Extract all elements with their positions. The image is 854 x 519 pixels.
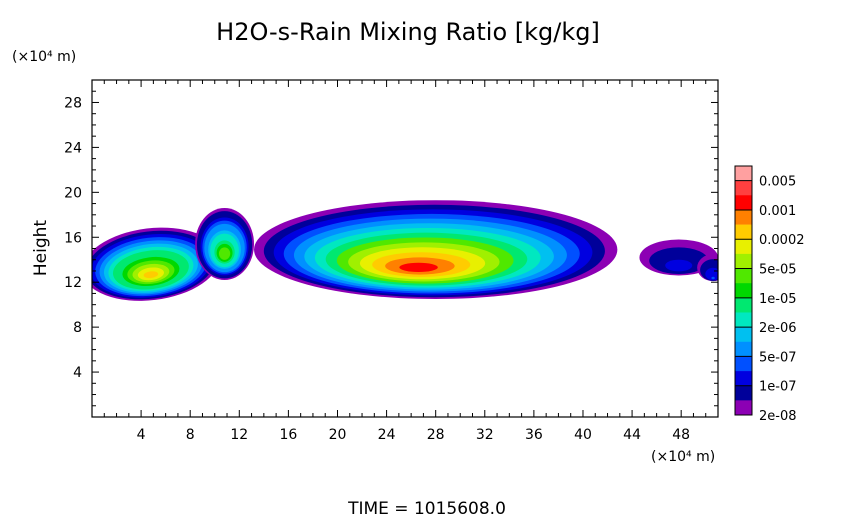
colorbar-label: 0.005 <box>759 175 796 190</box>
x-tick-label: 32 <box>476 427 494 443</box>
x-tick-label: 36 <box>525 427 543 443</box>
colorbar-swatch <box>735 166 752 181</box>
colorbar-label: 5e-05 <box>759 263 797 278</box>
x-tick-label: 12 <box>230 427 248 443</box>
y-tick-label: 28 <box>64 95 82 111</box>
y-tick-label: 16 <box>64 230 82 246</box>
contour-level <box>143 271 159 279</box>
colorbar-swatch <box>735 253 752 269</box>
contour-level <box>399 262 438 272</box>
colorbar-label: 1e-05 <box>759 292 797 307</box>
x-tick-label: 48 <box>672 427 690 443</box>
colorbar-swatch <box>735 239 752 255</box>
y-tick-label: 4 <box>73 365 82 381</box>
colorbar-swatch <box>735 297 752 313</box>
y-tick-label: 12 <box>64 275 82 291</box>
y-tick-label: 20 <box>64 185 82 201</box>
colorbar-swatch <box>735 341 752 357</box>
colorbar-swatch <box>735 224 752 240</box>
colorbar-swatch <box>735 268 752 284</box>
colorbar-label: 2e-06 <box>759 321 797 336</box>
colorbar-swatch <box>735 312 752 328</box>
x-tick-label: 28 <box>427 427 445 443</box>
contour-level <box>711 276 715 280</box>
contour-level <box>221 251 228 258</box>
colorbar-label: 0.0002 <box>759 233 805 248</box>
colorbar-swatch <box>735 400 752 416</box>
y-axis-label: Height <box>31 220 51 277</box>
y-tick-label: 8 <box>73 320 82 336</box>
colorbar-swatch <box>735 180 752 196</box>
contour-level <box>674 266 683 270</box>
x-tick-label: 20 <box>329 427 347 443</box>
y-unit-label: (×10⁴ m) <box>12 49 76 65</box>
x-tick-label: 16 <box>279 427 297 443</box>
colorbar-swatch <box>735 385 752 401</box>
x-unit-label: (×10⁴ m) <box>651 449 715 465</box>
y-tick-label: 24 <box>64 140 82 156</box>
x-tick-label: 8 <box>186 427 195 443</box>
x-tick-label: 4 <box>137 427 146 443</box>
mixing-ratio-field <box>92 200 718 301</box>
colorbar-swatch <box>735 209 752 225</box>
x-tick-label: 24 <box>378 427 396 443</box>
colorbar-swatch <box>735 327 752 343</box>
time-label: TIME = 1015608.0 <box>347 499 506 519</box>
colorbar-swatch <box>735 283 752 299</box>
colorbar-swatch <box>735 371 752 387</box>
colorbar-label: 5e-07 <box>759 350 797 365</box>
chart-title: H2O-s-Rain Mixing Ratio [kg/kg] <box>216 18 600 46</box>
colorbar-label: 0.001 <box>759 204 796 219</box>
x-tick-label: 40 <box>574 427 592 443</box>
colorbar-swatch <box>735 195 752 211</box>
x-tick-label: 44 <box>623 427 641 443</box>
colorbar-label: 2e-08 <box>759 409 797 424</box>
colorbar-label: 1e-07 <box>759 380 797 395</box>
colorbar-swatch <box>735 356 752 372</box>
colorbar: 0.005 0.001 0.0002 5e-05 1e-05 2e-06 5e-07 1e-0… <box>734 165 805 424</box>
